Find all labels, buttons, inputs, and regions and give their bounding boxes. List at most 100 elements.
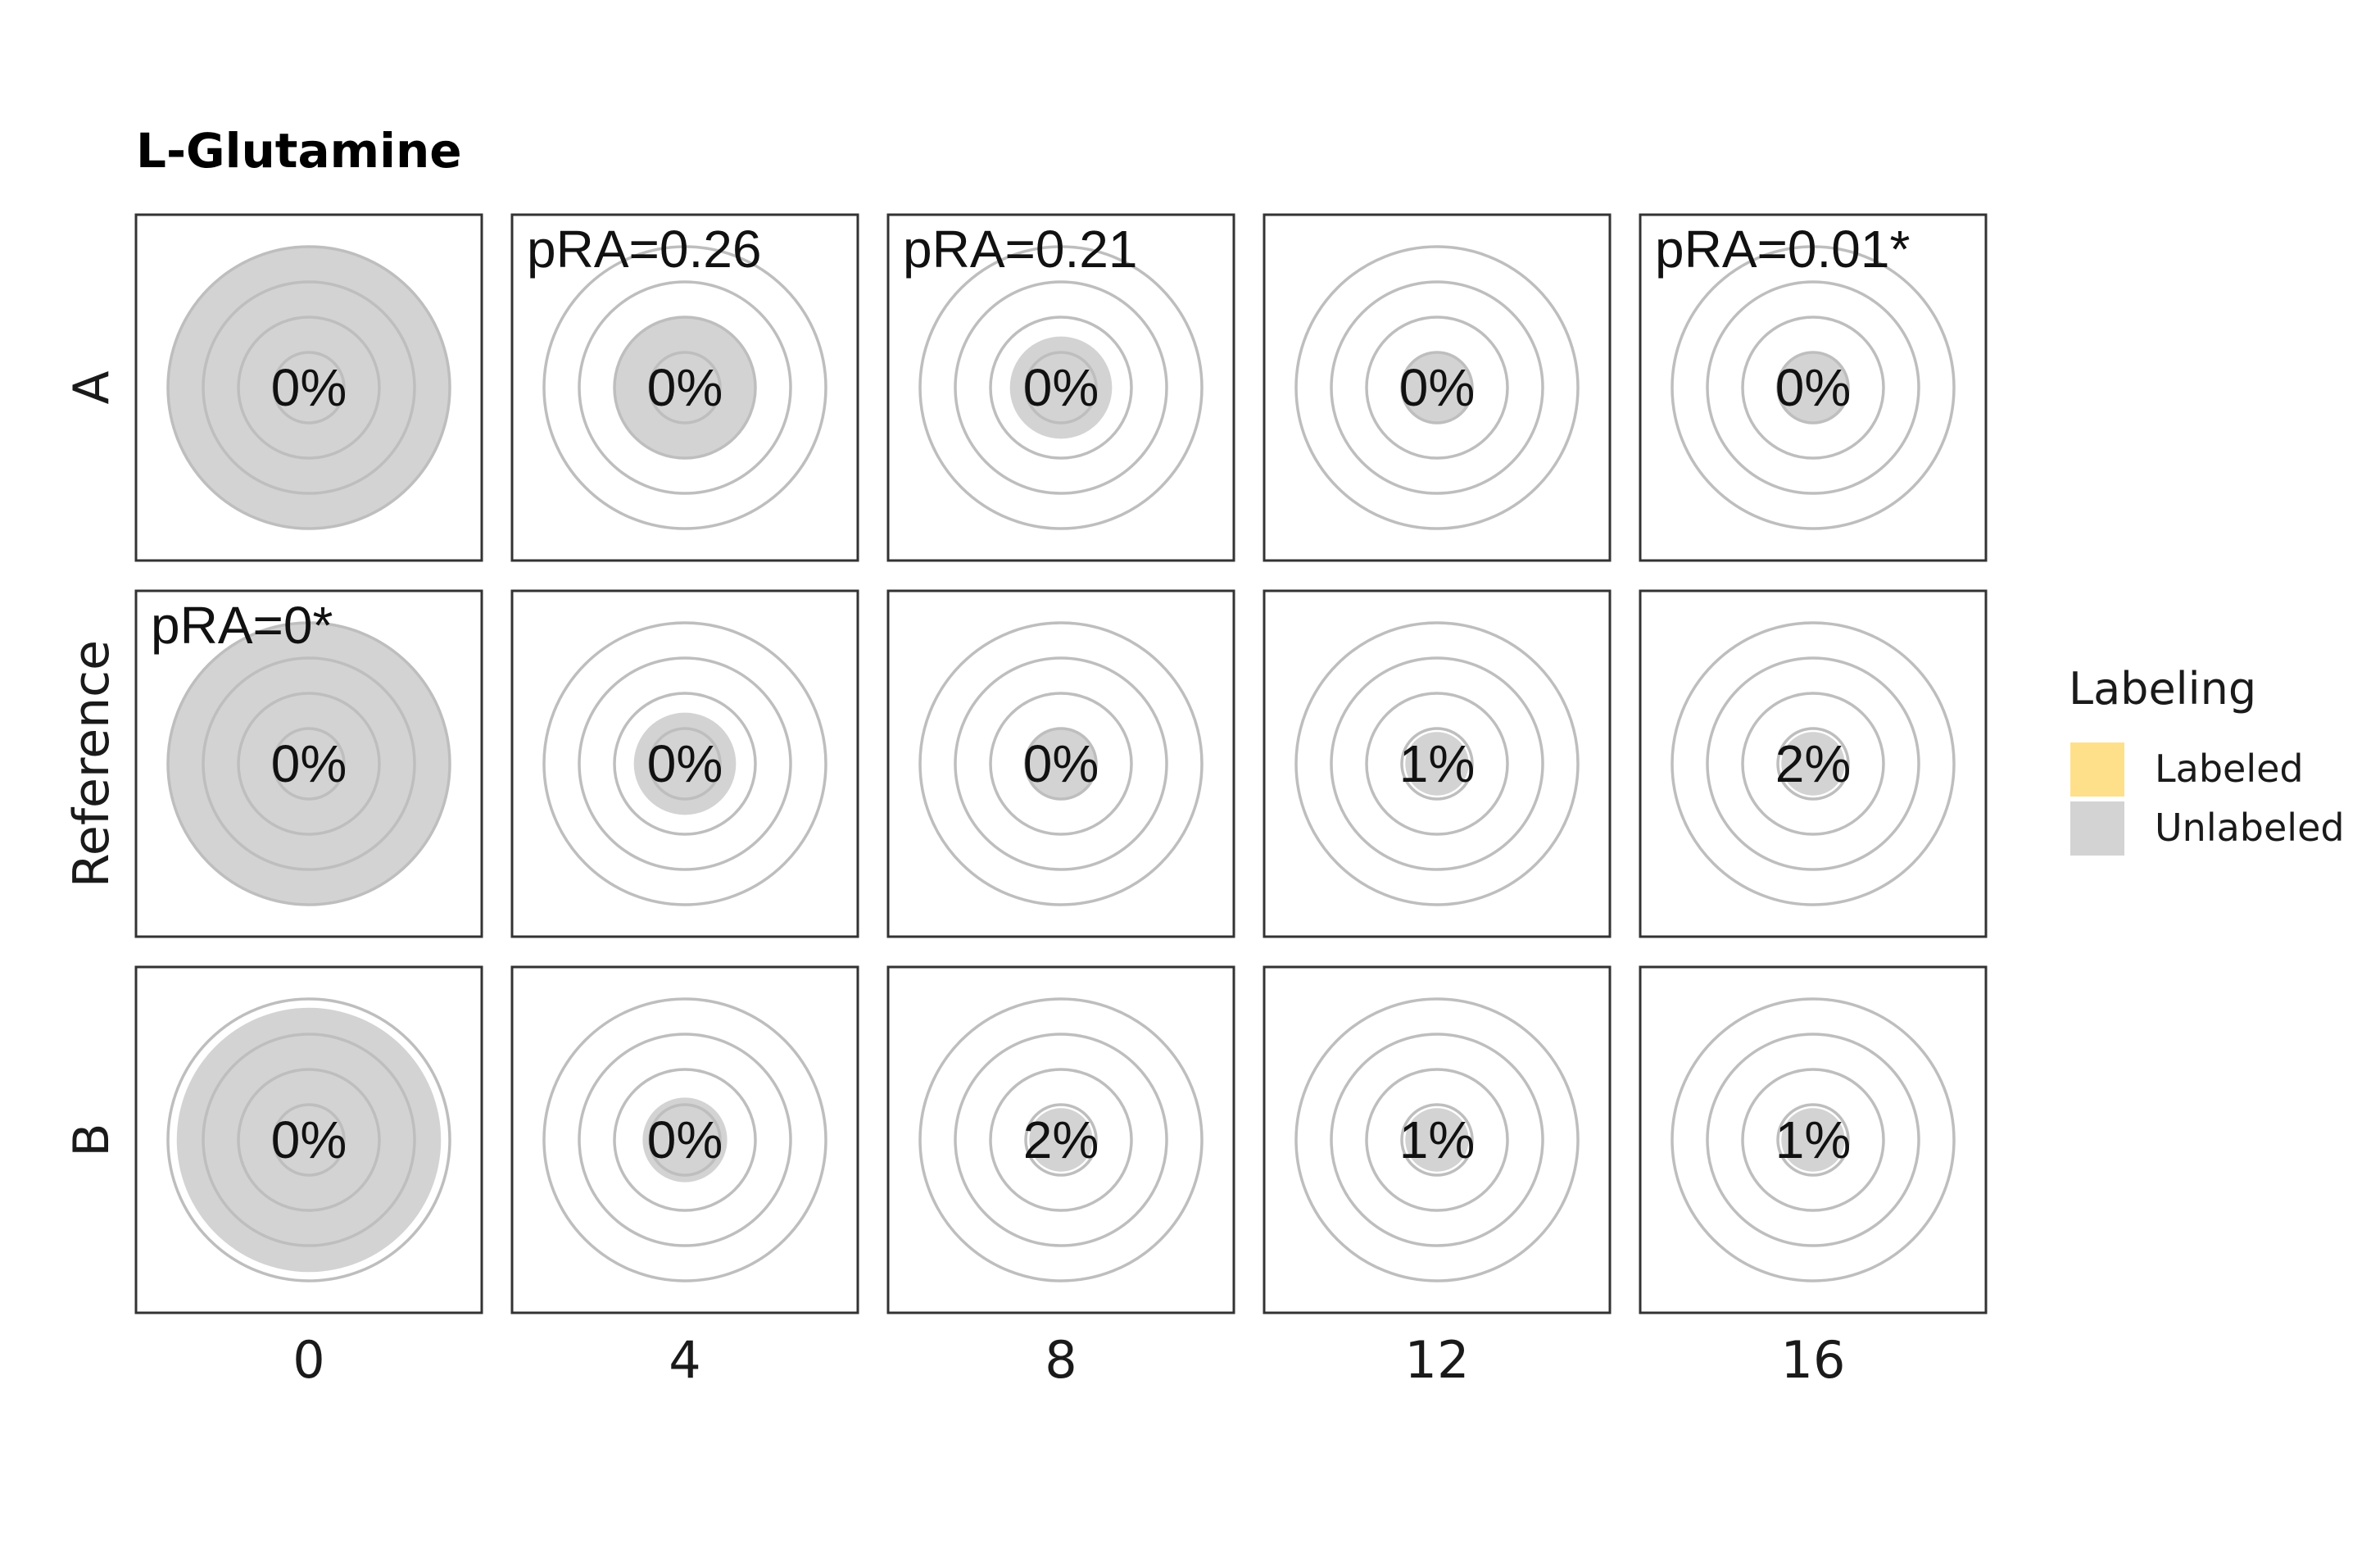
unlabeled-disc bbox=[168, 247, 450, 529]
panel-1-0: 0% pRA=0* bbox=[134, 589, 483, 938]
ring-4 bbox=[1671, 621, 1956, 906]
panel-1-2: 0% bbox=[886, 589, 1235, 938]
ring-2 bbox=[1741, 316, 1885, 460]
ring-3 bbox=[954, 1033, 1168, 1247]
disc-halo bbox=[163, 242, 455, 533]
percent-label: 2% bbox=[1775, 734, 1852, 793]
legend-title: Labeling bbox=[2069, 663, 2256, 715]
ring-4 bbox=[1294, 621, 1580, 906]
ring-3 bbox=[1706, 280, 1920, 495]
ring-2 bbox=[1365, 692, 1509, 836]
row-label: Reference bbox=[63, 640, 120, 887]
panel-2-1: 0% bbox=[510, 965, 859, 1314]
percent-label: 0% bbox=[647, 734, 723, 793]
ring-4 bbox=[1671, 997, 1956, 1282]
ring-1 bbox=[1776, 351, 1850, 424]
ring-2 bbox=[1365, 1068, 1509, 1212]
pra-label: pRA=0.01* bbox=[1655, 220, 1910, 279]
legend-item-label: Labeled bbox=[2155, 747, 2304, 791]
panels-group: 0% 0% pRA=0.26 0% pRA=0.21 0% 0% pRA=0.01* 0% pRA… bbox=[134, 213, 1988, 1314]
panel-0-2: 0% pRA=0.21 bbox=[886, 213, 1235, 562]
row-labels-group: A Reference B bbox=[63, 370, 120, 1156]
ring-4 bbox=[918, 621, 1204, 906]
panel-0-0: 0% bbox=[134, 213, 483, 562]
pra-label: pRA=0.26 bbox=[527, 220, 761, 279]
ring-1 bbox=[272, 351, 346, 424]
percent-label: 1% bbox=[1399, 1110, 1476, 1169]
panel-2-3: 1% bbox=[1263, 965, 1612, 1314]
panel-2-4: 1% bbox=[1639, 965, 1988, 1314]
ring-4 bbox=[542, 245, 827, 530]
panel-1-1: 0% bbox=[510, 589, 859, 938]
percent-label: 1% bbox=[1775, 1110, 1852, 1169]
ring-4 bbox=[918, 997, 1204, 1282]
row-label: B bbox=[63, 1123, 120, 1156]
x-tick-label: 16 bbox=[1781, 1330, 1846, 1390]
ring-3 bbox=[1706, 1033, 1920, 1247]
ring-3 bbox=[578, 280, 792, 495]
pra-label: pRA=0.21 bbox=[903, 220, 1137, 279]
ring-1 bbox=[1776, 727, 1850, 801]
unlabeled-disc bbox=[176, 1007, 442, 1273]
x-ticks-group: 0 4 8 12 16 bbox=[292, 1330, 1845, 1390]
row-label: A bbox=[63, 370, 120, 404]
ring-4 bbox=[542, 621, 827, 906]
ring-3 bbox=[578, 656, 792, 871]
legend: Labeling Labeled Unlabeled bbox=[2069, 663, 2345, 856]
ring-1 bbox=[272, 727, 346, 801]
ring-4 bbox=[1294, 997, 1580, 1282]
ring-4 bbox=[542, 997, 827, 1282]
ring-1 bbox=[648, 727, 722, 801]
ring-1 bbox=[648, 351, 722, 424]
chart-title: L-Glutamine bbox=[136, 123, 462, 179]
ring-1 bbox=[1024, 351, 1098, 424]
panel-2-0: 0% bbox=[134, 965, 483, 1314]
ring-2 bbox=[989, 692, 1133, 836]
disc-halo bbox=[171, 1002, 447, 1278]
ring-2 bbox=[613, 316, 757, 460]
unlabeled-disc bbox=[614, 317, 755, 458]
unlabeled-disc bbox=[1402, 352, 1472, 423]
ring-4 bbox=[1671, 245, 1956, 530]
x-tick-label: 0 bbox=[292, 1330, 324, 1390]
ring-4 bbox=[166, 621, 451, 906]
ring-1 bbox=[648, 1103, 722, 1177]
ring-1 bbox=[272, 1103, 346, 1177]
panel-1-4: 2% bbox=[1639, 589, 1988, 938]
ring-3 bbox=[1330, 1033, 1544, 1247]
ring-3 bbox=[578, 1033, 792, 1247]
ring-1 bbox=[1776, 1103, 1850, 1177]
percent-label: 0% bbox=[271, 1110, 347, 1169]
x-tick-label: 4 bbox=[669, 1330, 700, 1390]
legend-item-label: Unlabeled bbox=[2155, 806, 2345, 850]
percent-label: 0% bbox=[647, 358, 723, 417]
ring-2 bbox=[237, 1068, 381, 1212]
legend-swatch bbox=[2070, 801, 2124, 856]
ring-1 bbox=[1400, 1103, 1474, 1177]
ring-2 bbox=[237, 692, 381, 836]
unlabeled-disc bbox=[1029, 1108, 1093, 1172]
percent-label: 0% bbox=[1023, 734, 1099, 793]
ring-3 bbox=[954, 280, 1168, 495]
ring-4 bbox=[1294, 245, 1580, 530]
x-tick-label: 8 bbox=[1045, 1330, 1077, 1390]
ring-2 bbox=[1741, 1068, 1885, 1212]
ring-1 bbox=[1400, 727, 1474, 801]
ring-4 bbox=[166, 245, 451, 530]
percent-label: 0% bbox=[1775, 358, 1852, 417]
ring-2 bbox=[613, 1068, 757, 1212]
ring-1 bbox=[1024, 727, 1098, 801]
ring-4 bbox=[918, 245, 1204, 530]
panel-0-1: 0% pRA=0.26 bbox=[510, 213, 859, 562]
unlabeled-disc bbox=[1405, 732, 1469, 796]
ring-3 bbox=[1706, 656, 1920, 871]
percent-label: 0% bbox=[271, 734, 347, 793]
panel-1-3: 1% bbox=[1263, 589, 1612, 938]
percent-label: 0% bbox=[1023, 358, 1099, 417]
ring-1 bbox=[1400, 351, 1474, 424]
percent-label: 0% bbox=[647, 1110, 723, 1169]
unlabeled-disc bbox=[168, 623, 450, 905]
ring-3 bbox=[202, 280, 416, 495]
unlabeled-disc bbox=[1026, 729, 1096, 799]
